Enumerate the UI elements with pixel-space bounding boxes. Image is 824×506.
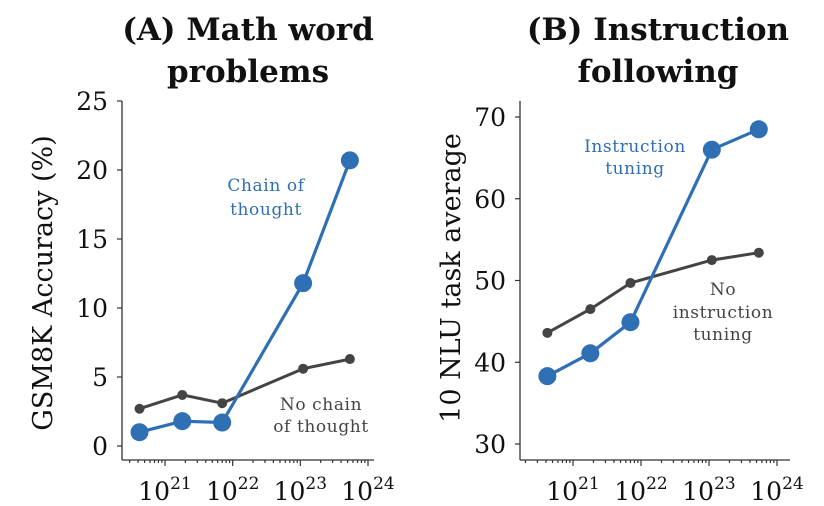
data-point	[298, 363, 309, 374]
x-tick-label: 1021	[138, 474, 191, 506]
data-point	[621, 313, 640, 332]
chart-title-line: problems	[167, 54, 329, 90]
data-point	[581, 344, 600, 363]
series-label: Instruction	[584, 137, 686, 157]
x-tick-base: 10	[546, 477, 578, 506]
y-tick-label: 50	[474, 267, 506, 296]
series-label: No	[710, 280, 736, 300]
data-point	[213, 413, 232, 432]
y-tick-label: 10	[76, 294, 108, 323]
x-tick-exponent: 23	[714, 474, 736, 494]
data-point	[340, 151, 359, 170]
y-tick-label: 20	[76, 156, 108, 185]
x-tick-base: 10	[341, 477, 373, 506]
data-point	[702, 140, 721, 159]
x-tick-base: 10	[614, 477, 646, 506]
x-tick-label: 1024	[750, 474, 803, 506]
series-label: Chain of	[227, 176, 305, 196]
x-tick-exponent: 22	[238, 474, 260, 494]
x-tick-base: 10	[206, 477, 238, 506]
data-point	[344, 354, 355, 365]
data-point	[134, 403, 145, 414]
chart-title-line: (A) Math word	[122, 12, 374, 48]
series-label: of thought	[273, 417, 369, 437]
y-tick-label: 0	[92, 432, 108, 461]
chart-title-line: (B) Instruction	[527, 12, 789, 48]
data-point	[753, 247, 764, 258]
x-tick-base: 10	[682, 477, 714, 506]
x-tick-base: 10	[138, 477, 170, 506]
y-tick-label: 25	[76, 87, 108, 116]
y-tick-label: 70	[474, 103, 506, 132]
x-tick-label: 1023	[274, 474, 327, 506]
x-tick-exponent: 24	[782, 474, 804, 494]
x-tick-base: 10	[274, 477, 306, 506]
panel-b-instruction-following: (B) Instruction following 10 NLU task aver…	[436, 12, 804, 506]
x-tick-label: 1024	[341, 474, 394, 506]
x-tick-label: 1021	[546, 474, 599, 506]
x-tick-label: 1022	[614, 474, 667, 506]
series-label: thought	[230, 200, 302, 220]
x-tick-exponent: 21	[170, 474, 192, 494]
data-point	[294, 274, 313, 293]
y-tick-label: 40	[474, 348, 506, 377]
y-tick-label: 60	[474, 185, 506, 214]
series-label: tuning	[693, 325, 753, 345]
x-tick-exponent: 21	[578, 474, 600, 494]
data-point	[538, 367, 557, 386]
chart-title-line: following	[578, 54, 739, 90]
x-tick-label: 1023	[682, 474, 735, 506]
data-point	[749, 120, 768, 139]
y-tick-label: 15	[76, 225, 108, 254]
data-point	[177, 389, 188, 400]
y-axis-label: 10 NLU task average	[436, 133, 467, 423]
series-label: No chain	[280, 395, 362, 415]
x-tick-exponent: 22	[646, 474, 668, 494]
data-point	[130, 423, 149, 442]
series-label: instruction	[673, 303, 774, 323]
panel-a-math-word-problems: (A) Math word problems GSM8K Accuracy (%) 0…	[28, 12, 395, 506]
y-axis-label: GSM8K Accuracy (%)	[28, 135, 59, 430]
data-point	[706, 255, 717, 266]
data-point	[585, 304, 596, 315]
x-tick-exponent: 24	[373, 474, 395, 494]
data-point	[625, 277, 636, 288]
x-tick-base: 10	[750, 477, 782, 506]
x-tick-exponent: 23	[305, 474, 327, 494]
series-label: tuning	[605, 159, 665, 179]
y-tick-label: 30	[474, 430, 506, 459]
y-tick-label: 5	[92, 363, 108, 392]
data-point	[217, 398, 228, 409]
data-point	[173, 412, 192, 431]
x-tick-label: 1022	[206, 474, 259, 506]
data-point	[542, 327, 553, 338]
